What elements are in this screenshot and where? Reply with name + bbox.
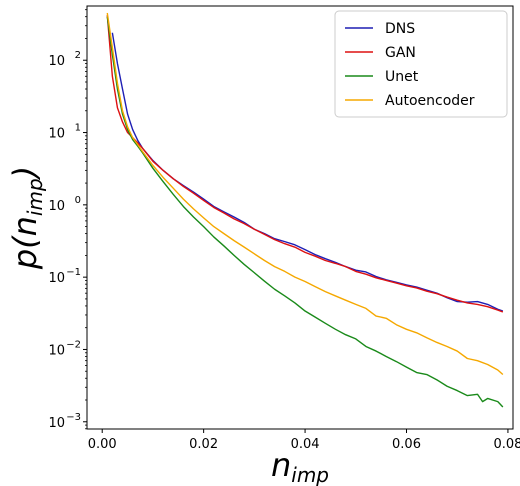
x-axis-title-sub: imp (291, 463, 329, 486)
y-tick-label: 10 (48, 416, 65, 431)
y-tick-label: 10 (48, 199, 65, 214)
legend-label-unet: Unet (385, 69, 419, 85)
y-tick-exponent: −1 (66, 267, 81, 278)
series-line-gan (106, 15, 504, 313)
y-tick-exponent: −3 (66, 412, 81, 423)
series-line-autoencoder (106, 12, 504, 376)
x-tick-label: 0.08 (493, 437, 520, 452)
y-tick-label: 10 (48, 54, 65, 69)
x-tick-label: 0.06 (392, 437, 421, 452)
y-axis-title-sub: imp (23, 178, 47, 216)
series-line-unet (106, 16, 504, 408)
y-tick-exponent: 0 (75, 195, 81, 206)
legend-label-dns: DNS (385, 21, 415, 37)
plot-lines (106, 12, 504, 408)
legend-label-autoencoder: Autoencoder (385, 93, 475, 109)
y-tick-label: 10 (48, 271, 65, 286)
y-tick-label: 10 (48, 127, 65, 142)
legend: DNS GAN Unet Autoencoder (334, 10, 508, 118)
plot-frame (86, 5, 514, 430)
x-tick-label: 0.02 (189, 437, 218, 452)
y-tick-label: 10 (48, 343, 65, 358)
x-tick-label: 0.04 (291, 437, 320, 452)
y-tick-exponent: 2 (75, 50, 81, 61)
legend-label-gan: GAN (385, 45, 416, 61)
x-axis: 0.00 0.02 0.04 0.06 0.08 (88, 429, 520, 452)
y-tick-exponent: −2 (66, 339, 81, 350)
y-tick-exponent: 1 (75, 123, 81, 134)
x-axis-title: nimp (271, 446, 329, 486)
y-axis-title: p(nimp) (6, 166, 47, 270)
legend-box (334, 10, 508, 118)
x-axis-title-main: n (271, 446, 291, 484)
y-axis-title-close: ) (6, 166, 44, 180)
y-axis-title-main: p(n (6, 216, 44, 270)
x-tick-label: 0.00 (88, 437, 117, 452)
